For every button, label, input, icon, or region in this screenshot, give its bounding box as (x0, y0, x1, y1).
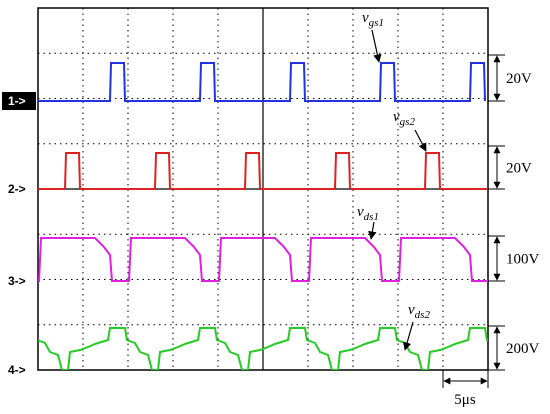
annotation-symbol: v (362, 10, 369, 26)
annotation-arrow (414, 129, 427, 152)
time-scale-label: 5μs (454, 392, 476, 408)
channel-marker: 2-> (8, 182, 26, 196)
annotation-symbol: v (393, 109, 400, 125)
scale-label: 20V (506, 161, 532, 177)
annotation: vds2 (408, 302, 430, 321)
channel-marker: 4-> (8, 363, 26, 377)
waveform (38, 327, 488, 370)
annotation-symbol: v (357, 204, 364, 220)
waveform (38, 152, 488, 190)
annotation-subscript: ds1 (364, 211, 379, 223)
annotation-subscript: gs2 (400, 116, 416, 128)
annotation-symbol: v (408, 302, 415, 318)
waveform (38, 237, 488, 282)
annotation-subscript: gs1 (369, 17, 384, 29)
annotation: vds1 (357, 204, 379, 223)
annotation-arrow (368, 221, 377, 240)
channel-marker-box (2, 92, 36, 110)
scale-label: 100V (506, 252, 540, 268)
annotation: vgs2 (393, 109, 415, 128)
labels: 1->20V2->20V3->100V4->200V5μsvgs1vgs2vds… (2, 10, 540, 408)
waveform (38, 62, 486, 102)
annotation: vgs1 (362, 10, 384, 29)
scale-label: 200V (506, 341, 540, 357)
channel-marker: 1-> (8, 94, 26, 108)
scale-label: 20V (506, 71, 532, 87)
channel-marker: 3-> (8, 274, 26, 288)
annotation-subscript: ds2 (415, 309, 431, 321)
annotation-arrow (371, 29, 382, 63)
annotation-arrow (403, 321, 414, 351)
waveforms (38, 62, 488, 370)
